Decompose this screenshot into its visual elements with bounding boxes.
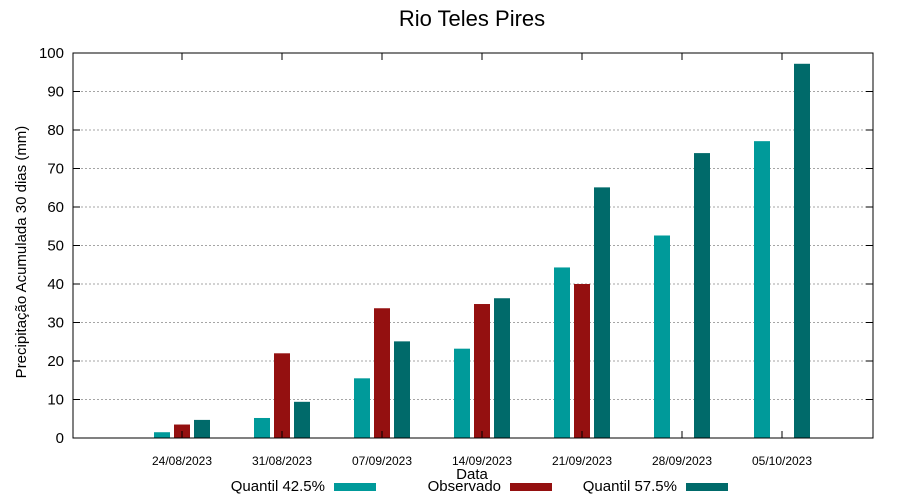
bar-2-4 <box>594 187 610 438</box>
bar-0-5 <box>654 235 670 438</box>
bar-2-3 <box>494 298 510 438</box>
bar-2-0 <box>194 419 210 438</box>
bar-0-4 <box>554 267 570 438</box>
legend-label: Quantil 42.5% <box>231 478 325 495</box>
legend: Quantil 42.5% Observado Quantil 57.5% <box>231 478 728 495</box>
chart-title: Rio Teles Pires <box>399 6 545 31</box>
y-axis-label: Precipitação Acumulada 30 dias (mm) <box>13 126 30 379</box>
x-tick-label: 14/09/2023 <box>452 454 512 468</box>
bar-0-0 <box>154 432 170 438</box>
x-axis-ticks: 24/08/2023 31/08/2023 07/09/2023 14/09/2023… <box>152 53 812 468</box>
y-tick-label: 10 <box>47 392 64 409</box>
gridlines <box>73 91 873 400</box>
bar-0-3 <box>454 348 470 438</box>
bar-1-3 <box>474 304 490 438</box>
legend-swatch <box>510 483 552 491</box>
bars <box>154 63 810 439</box>
legend-label: Quantil 57.5% <box>583 478 677 495</box>
x-tick-label: 24/08/2023 <box>152 454 212 468</box>
legend-label: Observado <box>428 478 501 495</box>
bar-1-4 <box>574 284 590 438</box>
legend-swatch <box>686 483 728 491</box>
legend-swatch <box>334 483 376 491</box>
y-tick-label: 90 <box>47 84 64 101</box>
bar-0-2 <box>354 378 370 438</box>
bar-2-5 <box>694 153 710 438</box>
x-tick-label: 07/09/2023 <box>352 454 412 468</box>
bar-1-2 <box>374 308 390 438</box>
bar-2-2 <box>394 341 410 438</box>
x-tick-label: 05/10/2023 <box>752 454 812 468</box>
y-tick-label: 0 <box>56 430 64 447</box>
y-axis-ticks: 0 10 20 30 40 50 60 70 80 90 100 <box>39 45 873 447</box>
bar-0-6 <box>754 141 770 439</box>
y-tick-label: 40 <box>47 276 64 293</box>
y-tick-label: 50 <box>47 238 64 255</box>
y-tick-label: 20 <box>47 353 64 370</box>
y-tick-label: 100 <box>39 45 64 62</box>
x-tick-label: 21/09/2023 <box>552 454 612 468</box>
x-tick-label: 28/09/2023 <box>652 454 712 468</box>
bar-2-1 <box>294 401 310 438</box>
x-tick-label: 31/08/2023 <box>252 454 312 468</box>
y-tick-label: 30 <box>47 315 64 332</box>
y-tick-label: 70 <box>47 161 64 178</box>
y-tick-label: 80 <box>47 122 64 139</box>
bar-1-1 <box>274 353 290 438</box>
y-tick-label: 60 <box>47 199 64 216</box>
bar-0-1 <box>254 417 270 438</box>
bar-2-6 <box>794 63 810 438</box>
x-axis-label: Data <box>456 466 488 483</box>
